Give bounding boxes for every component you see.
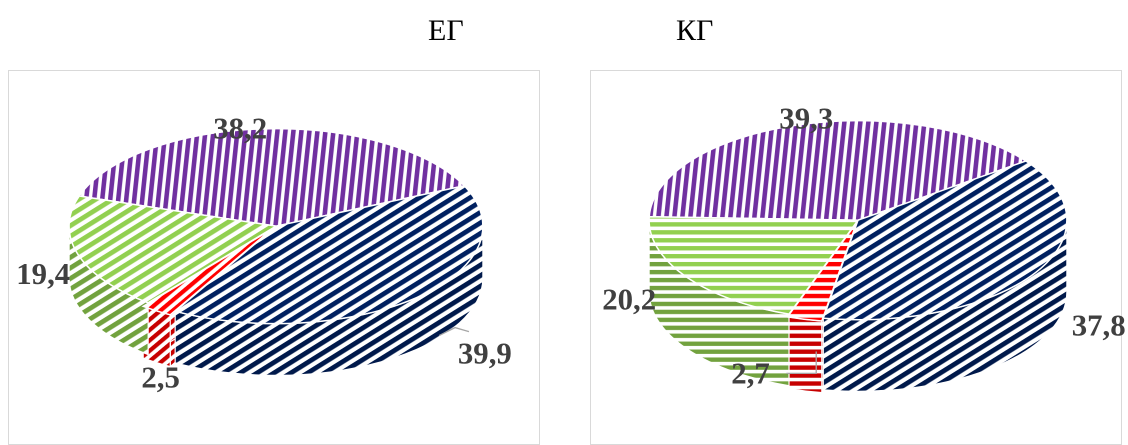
chart-panel-eg: 38,2 39,9 2,5 19,4 bbox=[8, 70, 540, 445]
data-label-0: 39,3 bbox=[779, 102, 833, 136]
chart-title-eg: ЕГ bbox=[428, 14, 464, 47]
data-label-3: 20,2 bbox=[602, 283, 656, 317]
pie-slice-3 bbox=[68, 195, 279, 304]
data-label-2: 2,7 bbox=[731, 356, 770, 390]
pie-slice-2 bbox=[786, 222, 858, 322]
data-label-1: 39,9 bbox=[458, 336, 512, 370]
data-label-1: 37,8 bbox=[1072, 309, 1126, 343]
data-label-2: 2,5 bbox=[141, 360, 180, 394]
leader-line-2 bbox=[786, 351, 817, 375]
data-label-0: 38,2 bbox=[213, 112, 267, 146]
chart-panel-kg: 39,3 37,8 2,7 20,2 bbox=[590, 70, 1126, 445]
pie-chart-kg: 39,3 37,8 2,7 20,2 bbox=[602, 102, 1126, 394]
pie-slice-0 bbox=[648, 119, 1028, 221]
pie-slice-2 bbox=[141, 229, 272, 316]
pie-chart-eg: 38,2 39,9 2,5 19,4 bbox=[16, 112, 512, 395]
data-label-3: 19,4 bbox=[16, 257, 70, 291]
pie-slice-0 bbox=[77, 127, 466, 227]
leader-line-1 bbox=[438, 326, 470, 337]
pie-slice-1 bbox=[173, 184, 484, 325]
pie-slice-3 bbox=[648, 215, 860, 315]
chart-title-kg: КГ bbox=[676, 14, 714, 47]
pie-slice-1 bbox=[822, 160, 1068, 321]
